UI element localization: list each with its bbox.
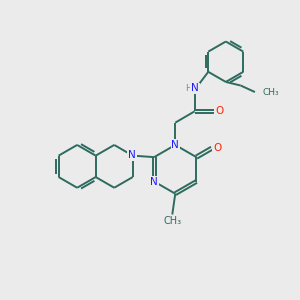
Text: H: H — [185, 84, 191, 93]
Text: N: N — [150, 176, 158, 187]
Text: O: O — [216, 106, 224, 116]
Text: CH₃: CH₃ — [262, 88, 279, 97]
Text: CH₃: CH₃ — [163, 216, 182, 226]
Text: N: N — [171, 140, 179, 150]
Text: N: N — [128, 150, 136, 160]
Text: O: O — [213, 143, 221, 153]
Text: N: N — [191, 83, 199, 94]
